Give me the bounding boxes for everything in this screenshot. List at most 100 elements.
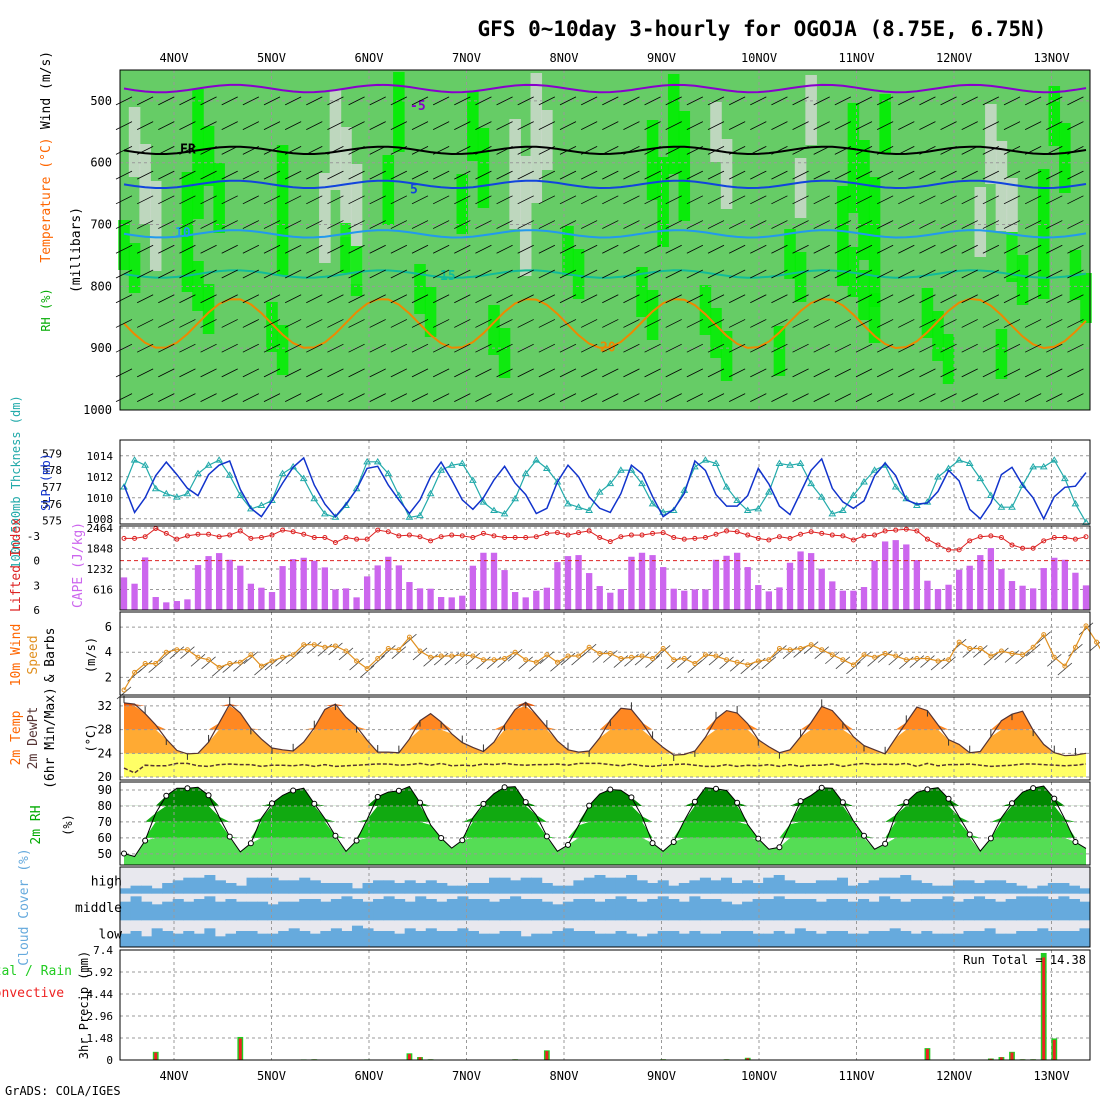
- li-point: [375, 527, 381, 533]
- cape-bar: [860, 587, 868, 610]
- wind-barb: [284, 368, 302, 378]
- rh-point: [649, 840, 656, 847]
- surface-wind-barb: [148, 660, 163, 673]
- cloud-low-bar: [805, 931, 817, 947]
- surface-wind-barb: [254, 662, 269, 676]
- thickness-point: [912, 501, 921, 509]
- cape-bar: [818, 568, 825, 610]
- surface-wind-barb: [740, 661, 755, 675]
- wind-barb: [158, 343, 175, 353]
- wind-barb: [306, 146, 323, 155]
- wind-barb: [1003, 195, 1021, 205]
- cloud-high-bar: [805, 883, 817, 894]
- rh-point: [586, 802, 593, 809]
- cloud-low-bar: [467, 931, 479, 947]
- cape-bar: [353, 597, 360, 610]
- wind-barb: [348, 195, 365, 205]
- cloud-high-bar: [573, 880, 585, 894]
- wind-barb: [327, 393, 344, 402]
- wind-barb: [1024, 343, 1042, 353]
- wind-barb: [623, 121, 640, 130]
- wind-barb: [517, 244, 534, 254]
- wind-point: [396, 647, 402, 653]
- rh-tick: 90: [98, 783, 112, 797]
- cloud-low-bar: [731, 931, 743, 947]
- cape-tick: 1848: [87, 543, 114, 556]
- rh-patch: [530, 73, 543, 203]
- li-tick: -3: [27, 530, 40, 543]
- wind-barb: [263, 146, 281, 155]
- thickness-point: [796, 459, 805, 467]
- surface-wind-barb: [169, 646, 185, 660]
- date-label-top: 4NOV: [160, 51, 189, 65]
- cloud-high-bar: [858, 883, 870, 894]
- wind-barb: [432, 294, 450, 304]
- cloud-high-bar: [193, 877, 205, 894]
- wind-point: [681, 656, 687, 662]
- cloud-high-bar: [288, 880, 300, 894]
- wind-barb: [1046, 195, 1063, 205]
- cloud-low-bar: [415, 931, 427, 947]
- cloud-middle-bar: [1037, 896, 1049, 921]
- rh-patch: [456, 174, 469, 234]
- wind-barb: [855, 368, 873, 378]
- wind-barb: [919, 368, 936, 378]
- wind-barb: [686, 343, 704, 353]
- wind-barb: [1046, 269, 1063, 279]
- cloud-high-bar: [478, 883, 490, 894]
- wind-barb: [538, 343, 556, 353]
- wind-barb: [771, 368, 788, 378]
- wind-barb: [602, 96, 619, 106]
- wind-barb: [623, 96, 640, 106]
- wind-barb: [327, 294, 344, 304]
- cloud-high-bar: [931, 885, 943, 894]
- cloud-low-bar: [1037, 928, 1049, 947]
- thickness-point: [986, 491, 995, 498]
- wind-barb: [221, 170, 238, 180]
- wind-barb: [602, 170, 619, 180]
- thickness-point: [1029, 462, 1038, 470]
- li-point: [977, 534, 983, 540]
- li-point: [597, 535, 603, 541]
- wind-barb: [855, 393, 873, 402]
- wind-point: [248, 652, 254, 658]
- wind-barb: [348, 343, 365, 353]
- wind-barb: [136, 220, 154, 229]
- wind-barb: [115, 269, 133, 279]
- wind-barb: [750, 368, 767, 378]
- wind-point: [544, 652, 550, 658]
- wind-barb: [538, 121, 556, 130]
- rh-patch: [340, 223, 352, 273]
- surface-wind-barb: [423, 653, 438, 667]
- surface-wind-barb: [634, 652, 650, 666]
- temperature-tick: 20: [98, 770, 112, 784]
- temperature-band: [124, 753, 1086, 778]
- thickness-point: [542, 464, 551, 472]
- cape-bar: [998, 569, 1005, 610]
- cape-bar: [659, 567, 667, 610]
- wind-barb: [200, 244, 217, 254]
- li-point: [660, 530, 666, 536]
- surface-wind-barb: [180, 646, 195, 660]
- surface-wind-barb: [846, 661, 861, 675]
- cape-bar: [342, 588, 350, 610]
- panels: 4NOV4NOV5NOV5NOV6NOV6NOV7NOV7NOV8NOV8NOV…: [0, 51, 1100, 1083]
- temperature-tick: 32: [98, 699, 112, 713]
- wind-point: [597, 651, 603, 656]
- wind-point: [692, 661, 698, 667]
- li-point: [470, 535, 476, 541]
- wind-barb: [665, 170, 682, 180]
- surface-wind-barb: [761, 656, 777, 670]
- wind-barb: [665, 319, 682, 328]
- wind-point: [840, 657, 846, 663]
- rh-patch: [794, 252, 807, 302]
- cloud-low-bar: [784, 933, 796, 947]
- wind-point: [491, 657, 497, 663]
- cloud-low-bar: [351, 925, 363, 947]
- wind-barb: [982, 269, 1000, 279]
- wind-barb: [644, 294, 661, 304]
- cloud-middle-bar: [489, 901, 501, 921]
- wind-point: [967, 645, 973, 651]
- cape-bar: [755, 585, 762, 610]
- wind-point: [586, 644, 592, 650]
